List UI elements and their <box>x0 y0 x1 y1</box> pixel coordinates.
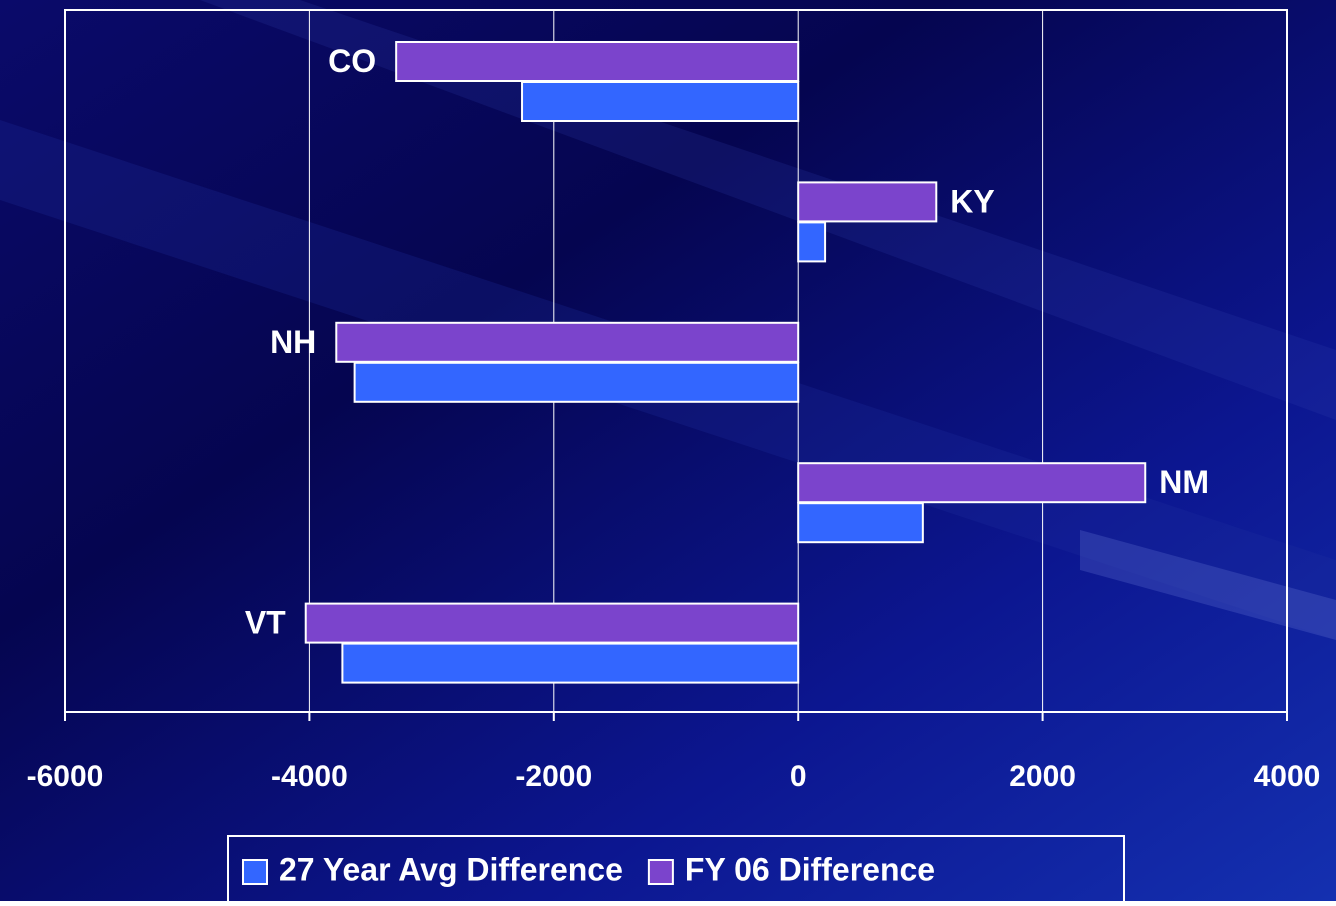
bar <box>797 221 827 263</box>
bar <box>335 321 800 363</box>
x-tick-label: 0 <box>790 760 807 793</box>
legend-label: 27 Year Avg Difference <box>279 851 623 887</box>
bar <box>395 41 800 82</box>
streak <box>200 0 1336 420</box>
category-label: CO <box>328 43 376 79</box>
category-label: KY <box>950 183 994 219</box>
bar <box>341 642 800 684</box>
legend-label: FY 06 Difference <box>685 851 935 887</box>
bar <box>353 361 800 403</box>
bar <box>797 502 924 544</box>
x-tick-label: -4000 <box>271 760 348 793</box>
legend-swatch <box>647 859 674 885</box>
streak <box>1080 530 1336 640</box>
x-tick-label: -2000 <box>515 760 592 793</box>
x-tick-label: 4000 <box>1254 760 1321 793</box>
category-label: NM <box>1159 464 1209 500</box>
x-tick-label: 2000 <box>1009 760 1076 793</box>
legend-swatch <box>242 859 268 885</box>
bar <box>797 181 938 223</box>
plot-area: -6000 -4000 -2000 0 2000 4000 CO KY NH NM VT <box>27 9 1321 793</box>
category-label: VT <box>245 605 286 641</box>
x-tick-label: -6000 <box>27 760 104 793</box>
legend-box <box>227 835 1125 906</box>
bar <box>304 602 800 644</box>
category-label: NH <box>270 324 316 360</box>
plot-frame <box>64 9 1288 713</box>
bar <box>797 462 1147 504</box>
bar <box>521 81 800 122</box>
